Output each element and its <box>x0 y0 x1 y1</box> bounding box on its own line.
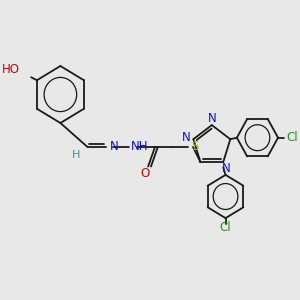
Text: Cl: Cl <box>220 221 231 234</box>
Text: Cl: Cl <box>286 131 298 144</box>
Text: N: N <box>182 131 190 144</box>
Text: S: S <box>191 140 199 153</box>
Text: N: N <box>110 140 118 154</box>
Text: N: N <box>208 112 216 125</box>
Text: HO: HO <box>2 63 20 76</box>
Text: NH: NH <box>130 140 148 154</box>
Text: H: H <box>72 149 80 160</box>
Text: N: N <box>222 161 230 175</box>
Text: O: O <box>141 167 150 180</box>
